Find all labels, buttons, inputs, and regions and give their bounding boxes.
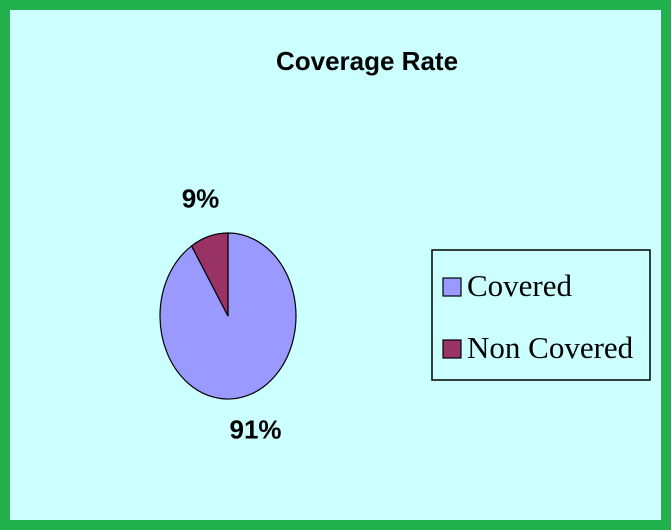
legend-box — [431, 249, 651, 381]
pie-slice — [190, 232, 229, 317]
legend-swatch — [442, 339, 462, 359]
data-label: 91% — [229, 414, 281, 444]
legend-swatch — [442, 277, 462, 297]
pie-slice — [159, 232, 297, 400]
legend-label: Covered — [467, 268, 573, 303]
data-label: 9% — [182, 183, 220, 213]
legend-label: Non Covered — [467, 330, 634, 365]
chart-title: Coverage Rate — [276, 46, 458, 76]
